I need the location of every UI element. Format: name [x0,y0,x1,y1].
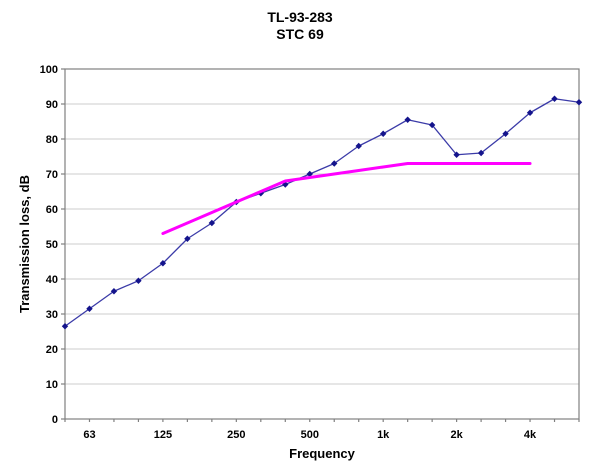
data-point-marker [184,235,191,242]
y-tick-label: 60 [46,204,58,216]
data-point-marker [61,323,69,330]
stc-contour-line [161,162,532,235]
data-point-marker [208,219,216,227]
data-point-marker [453,151,460,158]
x-tick-label: 250 [227,429,245,441]
data-point-marker [306,170,313,178]
y-tick-label: 40 [46,274,58,286]
y-tick-label: 20 [46,344,58,356]
x-axis-title: Frequency [289,446,355,461]
y-tick-label: 10 [46,379,58,391]
data-point-marker [404,116,411,123]
chart-title-line2: STC 69 [276,26,324,42]
data-point-marker [86,305,93,312]
y-tick-label: 30 [46,309,58,321]
y-tick-label: 50 [46,239,58,251]
data-point-marker [379,130,387,137]
data-point-marker [428,121,436,129]
data-point-marker [526,109,534,116]
y-tick-label: 80 [46,134,58,146]
chart-title: TL-93-283 STC 69 [0,9,600,43]
data-point-marker [110,288,118,295]
x-tick-label: 2k [450,429,463,441]
y-axis-title: Transmission loss, dB [17,175,32,313]
data-point-marker [551,95,558,102]
x-tick-label: 500 [301,429,319,441]
x-tick-label: 1k [377,429,390,441]
data-point-marker [159,260,167,267]
x-tick-label: 4k [524,429,537,441]
y-tick-label: 70 [46,169,58,181]
data-point-marker [575,99,583,106]
y-tick-label: 100 [40,64,58,76]
x-tick-label: 63 [83,429,95,441]
data-point-marker [477,149,485,157]
tl-series-line [64,98,580,327]
data-point-marker [502,130,509,137]
chart-title-line1: TL-93-283 [267,9,333,25]
x-tick-label: 125 [154,429,172,441]
data-point-marker [355,142,362,150]
data-point-marker [331,160,338,167]
y-tick-label: 90 [46,99,58,111]
data-point-marker [135,277,142,284]
y-tick-label: 0 [52,414,58,426]
